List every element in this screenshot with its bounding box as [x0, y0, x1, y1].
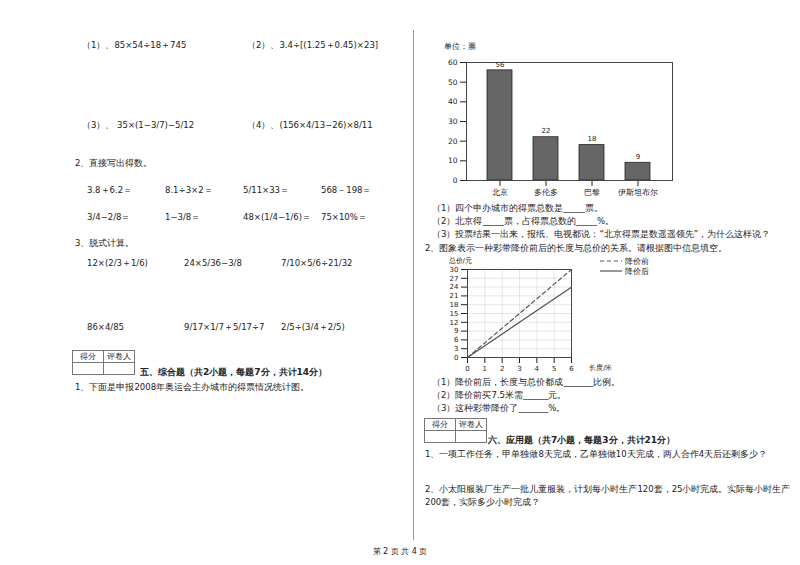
svg-text:12: 12: [450, 319, 459, 327]
svg-text:1: 1: [483, 365, 487, 373]
svg-text:北京: 北京: [492, 188, 508, 197]
html-text:（3）这种彩带降价了_______%。: （3）这种彩带降价了_______%。: [432, 403, 566, 413]
svg-text:15: 15: [450, 310, 459, 318]
html-text:（1）降价前后，长度与总价都成_______比例。: （1）降价前后，长度与总价都成_______比例。: [432, 377, 621, 387]
svg-text:27: 27: [450, 275, 459, 283]
html-text:75×10%＝: 75×10%＝: [321, 212, 367, 222]
svg-text:总价/元: 总价/元: [448, 257, 472, 265]
svg-text:30: 30: [450, 266, 459, 274]
html-text:六、应用题（共7小题，每题3分，共计21分）: 六、应用题（共7小题，每题3分，共计21分）: [488, 435, 676, 445]
html-text:8.1÷3×2＝: 8.1÷3×2＝: [165, 185, 213, 195]
html-text:2、小太阳服装厂生产一批儿童服装，计划每小时生产120套，2: 2、小太阳服装厂生产一批儿童服装，计划每小时生产120套，25小时完成。实际每小…: [425, 484, 791, 494]
svg-text:9: 9: [636, 153, 640, 161]
svg-text:6: 6: [454, 336, 459, 344]
html-text:（3）投票结果一出来，报纸、电视都说：“北京得票是数遥遥领先: （3）投票结果一出来，报纸、电视都说：“北京得票是数遥遥领先”，为什么这样说？: [432, 229, 771, 239]
html-text:降价前: 降价前: [625, 256, 649, 266]
svg-text:伊斯坦布尔: 伊斯坦布尔: [618, 188, 658, 197]
html-text:3/4−2/8＝: 3/4−2/8＝: [87, 212, 131, 222]
html-text:1、下面是申报2008年奥运会主办城市的得票情况统计图。: 1、下面是申报2008年奥运会主办城市的得票情况统计图。: [75, 382, 309, 392]
svg-text:6: 6: [569, 365, 574, 373]
html-text:（4）、(156×4/13−26)×8/11: （4）、(156×4/13−26)×8/11: [247, 120, 373, 130]
html-text:（3）、 35×(1−3/7)−5/12: （3）、 35×(1−3/7)−5/12: [82, 120, 195, 130]
svg-text:9: 9: [454, 327, 458, 335]
svg-text:3: 3: [517, 365, 521, 373]
html-text:（1）四个申办城市的得票总数是_____票。: （1）四个申办城市的得票总数是_____票。: [432, 203, 603, 213]
svg-text:0: 0: [465, 365, 469, 373]
svg-text:4: 4: [535, 365, 540, 373]
svg-text:3: 3: [454, 345, 458, 353]
svg-text:2: 2: [500, 365, 504, 373]
svg-text:56: 56: [496, 61, 505, 69]
html-text:2、图象表示一种彩带降价前后的长度与总价的关系。请根据图中信: 2、图象表示一种彩带降价前后的长度与总价的关系。请根据图中信息填空。: [425, 243, 728, 253]
svg-text:30: 30: [448, 117, 458, 126]
html-text:1−3/8＝: 1−3/8＝: [165, 212, 201, 222]
html-text:五、综合题（共2小题，每题7分，共计14分）: 五、综合题（共2小题，每题7分，共计14分）: [140, 367, 328, 377]
html-text:（2）北京得_____票，占得票总数的_____%。: （2）北京得_____票，占得票总数的_____%。: [432, 216, 614, 226]
html-text:3.8＋6.2＝: 3.8＋6.2＝: [87, 185, 132, 195]
svg-text:24: 24: [450, 283, 459, 291]
svg-text:0: 0: [453, 176, 458, 185]
html-text:（2）、3.4÷[(1.25＋0.45)×23]: （2）、3.4÷[(1.25＋0.45)×23]: [247, 40, 379, 50]
html-text:86×4/85: 86×4/85: [87, 322, 124, 332]
html-text:2/5÷(3/4＋2/5): 2/5÷(3/4＋2/5): [281, 322, 345, 332]
html-text:2、直接写出得数。: 2、直接写出得数。: [75, 158, 153, 168]
svg-text:60: 60: [448, 58, 458, 67]
html-text:得分: 得分: [80, 352, 96, 361]
html-text:48×(1/4−1/6)＝: 48×(1/4−1/6)＝: [243, 212, 312, 222]
html-text:24×5/36−3/8: 24×5/36−3/8: [184, 258, 242, 268]
html-text:9/17×1/7＋5/17÷7: 9/17×1/7＋5/17÷7: [184, 322, 265, 332]
html-text:评卷人: 评卷人: [459, 420, 483, 429]
svg-text:单位：票: 单位：票: [444, 42, 476, 51]
html-text:得分: 得分: [432, 420, 448, 429]
svg-text:40: 40: [448, 97, 458, 106]
html-text:5/11×33＝: 5/11×33＝: [243, 185, 289, 195]
html-text:降价后: 降价后: [625, 266, 649, 276]
html-text:568－198＝: 568－198＝: [321, 185, 372, 195]
svg-text:50: 50: [448, 78, 458, 87]
html-text:1、一项工作任务，甲单独做8天完成，乙单独做10天完成，两人: 1、一项工作任务，甲单独做8天完成，乙单独做10天完成，两人合作4天后还剩多少？: [425, 449, 767, 459]
svg-text:20: 20: [448, 137, 458, 146]
svg-text:22: 22: [542, 127, 551, 135]
svg-text:21: 21: [450, 292, 459, 300]
svg-text:多伦多: 多伦多: [534, 188, 558, 197]
html-text:7/10×5/6÷21/32: 7/10×5/6÷21/32: [281, 258, 353, 268]
html-text:（1）、85×54÷18＋745: （1）、85×54÷18＋745: [82, 40, 187, 50]
svg-text:18: 18: [450, 301, 459, 309]
svg-text:0: 0: [454, 354, 458, 362]
html-text:评卷人: 评卷人: [107, 352, 131, 361]
svg-text:10: 10: [448, 156, 458, 165]
svg-text:5: 5: [552, 365, 556, 373]
svg-text:长度/米: 长度/米: [589, 364, 612, 372]
html-text:3、脱式计算。: 3、脱式计算。: [75, 238, 135, 248]
html-text:12×(2/3＋1/6): 12×(2/3＋1/6): [87, 258, 148, 268]
html-text:（2）降价前买7.5米需______元。: （2）降价前买7.5米需______元。: [432, 390, 567, 400]
svg-text:巴黎: 巴黎: [584, 188, 600, 197]
html-text:200套，实际多少小时完成？: 200套，实际多少小时完成？: [425, 497, 541, 507]
svg-text:18: 18: [588, 135, 597, 143]
html-text:第 2 页 共 4 页: 第 2 页 共 4 页: [372, 547, 428, 556]
